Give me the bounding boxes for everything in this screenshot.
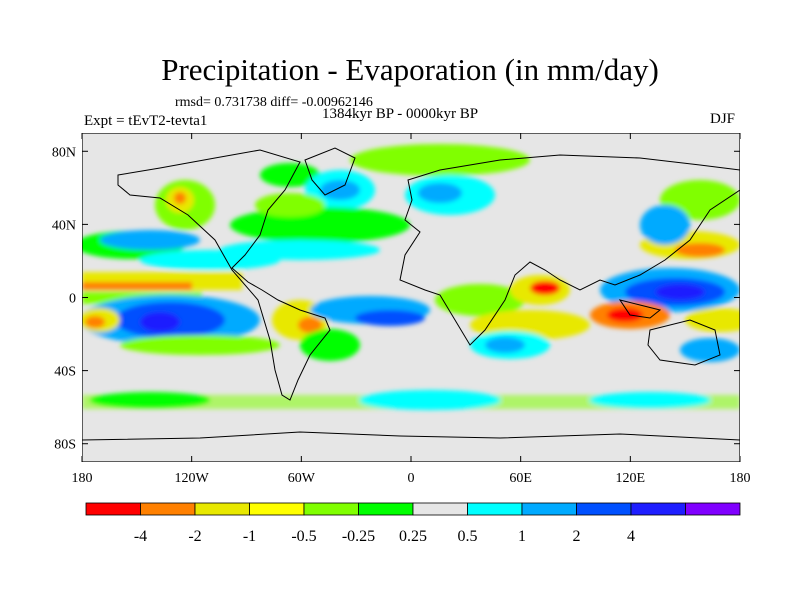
- colorbar-swatch: [576, 502, 632, 516]
- pme-contours: [82, 144, 740, 410]
- y-tick-label: 40N: [52, 218, 76, 233]
- colorbar-label: 1: [518, 528, 526, 545]
- x-tick-label: 60W: [288, 471, 316, 486]
- colorbar-swatch: [140, 502, 196, 516]
- colorbar-swatch: [685, 502, 741, 516]
- colorbar-label: 0.5: [458, 528, 478, 545]
- y-tick-label: 0: [69, 292, 76, 307]
- colorbar-label: -4: [134, 528, 147, 545]
- stats-line: rmsd= 0.731738 diff= -0.00962146: [175, 95, 373, 110]
- colorbar-label: 4: [627, 528, 635, 545]
- season-label: DJF: [710, 111, 736, 127]
- colorbar-label: -0.25: [342, 528, 375, 545]
- y-tick-label: 80S: [54, 438, 76, 453]
- colorbar-swatch: [85, 502, 141, 516]
- x-tick-label: 0: [408, 471, 415, 486]
- colorbar-swatch: [249, 502, 305, 516]
- colorbar-label: 2: [573, 528, 581, 545]
- colorbar-swatch: [467, 502, 523, 516]
- map-field: [82, 133, 740, 462]
- y-tick-label: 80N: [52, 145, 76, 160]
- coastlines: [82, 147, 740, 441]
- chart-title: Precipitation - Evaporation (in mm/day): [161, 52, 659, 87]
- x-tick-label: 120E: [616, 471, 646, 486]
- map-axes: 80N 40N 0 40S 80S 180 120W 60W 0 60E 120E 180: [52, 133, 751, 486]
- colorbar-swatch: [303, 502, 359, 516]
- y-tick-label: 40S: [54, 365, 76, 380]
- period-label: 1384kyr BP - 0000kyr BP: [322, 106, 479, 122]
- colorbar-label: -0.5: [291, 528, 316, 545]
- colorbar-label: -1: [243, 528, 256, 545]
- experiment-label: Expt = tEvT2-tevta1: [84, 113, 208, 129]
- colorbar-swatch: [521, 502, 577, 516]
- x-tick-label: 120W: [175, 471, 210, 486]
- colorbar-label: -2: [188, 528, 201, 545]
- x-tick-label: 180: [730, 471, 751, 486]
- colorbar: -4 -2 -1 -0.5 -0.25 0.25 0.5 1 2 4: [85, 502, 741, 545]
- colorbar-swatch: [194, 502, 250, 516]
- colorbar-swatch: [630, 502, 686, 516]
- x-tick-label: 60E: [509, 471, 532, 486]
- colorbar-swatch: [358, 502, 414, 516]
- colorbar-label: 0.25: [399, 528, 427, 545]
- colorbar-swatch: [412, 502, 468, 516]
- x-tick-label: 180: [72, 471, 93, 486]
